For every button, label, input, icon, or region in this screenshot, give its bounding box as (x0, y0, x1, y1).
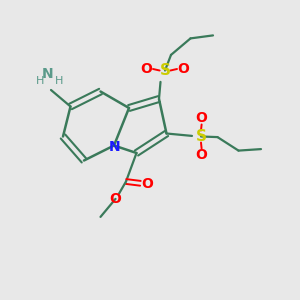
Text: O: O (110, 192, 122, 206)
Text: N: N (42, 67, 54, 80)
Text: N: N (109, 140, 120, 154)
Text: S: S (160, 63, 170, 78)
Text: O: O (178, 62, 190, 76)
Text: O: O (140, 62, 152, 76)
Text: O: O (196, 148, 208, 162)
Text: H: H (35, 76, 44, 86)
Text: H: H (55, 76, 64, 86)
Text: O: O (196, 111, 208, 125)
Text: O: O (141, 178, 153, 191)
Text: S: S (196, 129, 206, 144)
